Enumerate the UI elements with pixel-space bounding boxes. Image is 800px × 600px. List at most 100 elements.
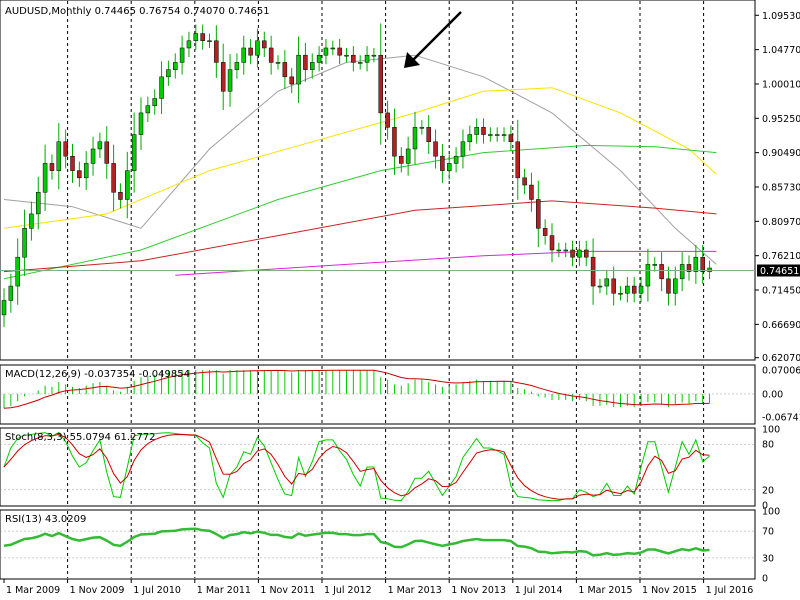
candle-body — [488, 134, 493, 136]
candle-body — [1, 300, 7, 316]
candle-body — [460, 141, 466, 157]
candle-body — [145, 105, 151, 114]
candle-body — [597, 285, 603, 288]
candle-body — [494, 134, 500, 136]
candle-body — [631, 285, 637, 294]
candle-body — [481, 127, 486, 135]
rsi-series — [0, 527, 755, 559]
ma-line-green — [3, 144, 717, 280]
candle-body — [536, 199, 541, 229]
candle-body — [214, 40, 219, 63]
candle-body — [604, 278, 610, 287]
rsi-tick-label: 70 — [762, 527, 774, 538]
candle-body — [542, 228, 548, 236]
candle-body — [433, 141, 438, 157]
candle-body — [419, 127, 425, 129]
time-tick-label: 1 Nov 2015 — [642, 585, 697, 596]
candle-body — [426, 127, 431, 143]
time-tick-label: 1 Mar 2009 — [6, 585, 60, 596]
macd-tick-label: 0.00 — [762, 389, 783, 400]
candle-body — [392, 127, 397, 157]
price-tick-label: 0.85730 — [762, 182, 800, 193]
candle-body — [700, 256, 705, 272]
stoch-main-line — [3, 431, 710, 502]
macd-header: MACD(12,26,9) -0.037354 -0.049854 — [5, 369, 190, 380]
candle-body — [577, 249, 582, 258]
candle-body — [508, 134, 514, 143]
price-panel[interactable]: AUDUSD,Monthly 0.74465 0.76754 0.74070 0… — [0, 0, 756, 361]
candle-body — [570, 249, 575, 258]
candle-body — [351, 54, 356, 63]
candle-body — [686, 264, 692, 272]
candle-body — [645, 264, 651, 287]
candle-body — [522, 177, 527, 186]
candle-body — [173, 62, 178, 70]
price-tick-label: 0.95250 — [762, 114, 800, 125]
candle-body — [371, 54, 377, 57]
candle-body — [200, 33, 205, 42]
stochastic-panel[interactable]: Stoch(8,3,3) 55.0794 61.2772 — [0, 427, 756, 507]
candle-body — [125, 170, 130, 200]
price-tick-label: 0.62070 — [762, 353, 800, 364]
stoch-tick-label: 0 — [762, 501, 768, 512]
candle-body — [29, 213, 34, 229]
candle-body — [378, 54, 383, 114]
candle-body — [42, 163, 48, 193]
candle-body — [666, 278, 671, 294]
rsi-tick-label: 0 — [762, 574, 768, 585]
moving-averages — [3, 54, 717, 280]
macd-signal-line — [3, 369, 710, 409]
macd-panel[interactable]: MACD(12,26,9) -0.037354 -0.049854 — [0, 364, 756, 425]
candle-body — [56, 141, 62, 171]
candle-body — [36, 192, 41, 215]
candle-body — [111, 163, 116, 193]
candle-body — [563, 249, 568, 252]
time-tick-label: 1 Jul 2012 — [324, 585, 372, 596]
annotation-arrow — [404, 11, 462, 68]
candle-body — [207, 40, 212, 43]
current-price-tag — [757, 264, 800, 277]
candle-body — [556, 249, 562, 252]
stoch-signal-line — [3, 433, 710, 500]
stoch-tick-label: 80 — [762, 440, 774, 451]
candle-body — [467, 134, 473, 143]
candle-body — [344, 54, 349, 57]
candle-body — [303, 54, 308, 70]
candle-body — [618, 293, 623, 295]
candle-body — [104, 141, 109, 164]
candle-body — [515, 141, 520, 179]
candle-body — [97, 141, 103, 150]
price-tick-label: 0.80970 — [762, 217, 800, 228]
time-tick-label: 1 Nov 2013 — [451, 585, 506, 596]
price-axis: 1.09530 1.04770 1.00010 0.95250 0.90490 0.857… — [755, 11, 800, 585]
stochastic-panel-frame — [0, 427, 756, 507]
price-tick-label: 1.09530 — [762, 11, 800, 22]
price-panel-frame — [0, 0, 756, 361]
stoch-tick-label: 20 — [762, 485, 774, 496]
price-tick-label: 1.00010 — [762, 79, 800, 90]
candle-body — [90, 148, 96, 164]
time-tick-label: 1 Jul 2016 — [706, 585, 754, 596]
candle-body — [248, 47, 253, 56]
macd-series — [0, 369, 755, 409]
candle-body — [49, 163, 55, 171]
arrow-shaft — [409, 11, 462, 64]
candle-body — [268, 47, 274, 63]
macd-panel-frame — [0, 364, 756, 425]
candle-body — [70, 155, 75, 171]
macd-tick-label: 0.070069 — [762, 366, 800, 377]
rsi-tick-label: 100 — [762, 507, 780, 518]
time-tick-label: 1 Nov 2009 — [70, 585, 125, 596]
stochastic-series — [0, 431, 755, 502]
candle-body — [275, 62, 281, 64]
time-tick-label: 1 Mar 2011 — [197, 585, 251, 596]
rsi-panel[interactable]: RSI(13) 43.0209 — [0, 509, 756, 580]
macd-tick-label: -0.067416 — [762, 412, 800, 423]
candle-body — [447, 163, 452, 171]
candle-body — [529, 184, 534, 200]
candles — [1, 23, 712, 328]
candle-body — [337, 47, 342, 56]
ma-line-magenta — [175, 250, 717, 276]
ma-line-red — [3, 200, 717, 273]
